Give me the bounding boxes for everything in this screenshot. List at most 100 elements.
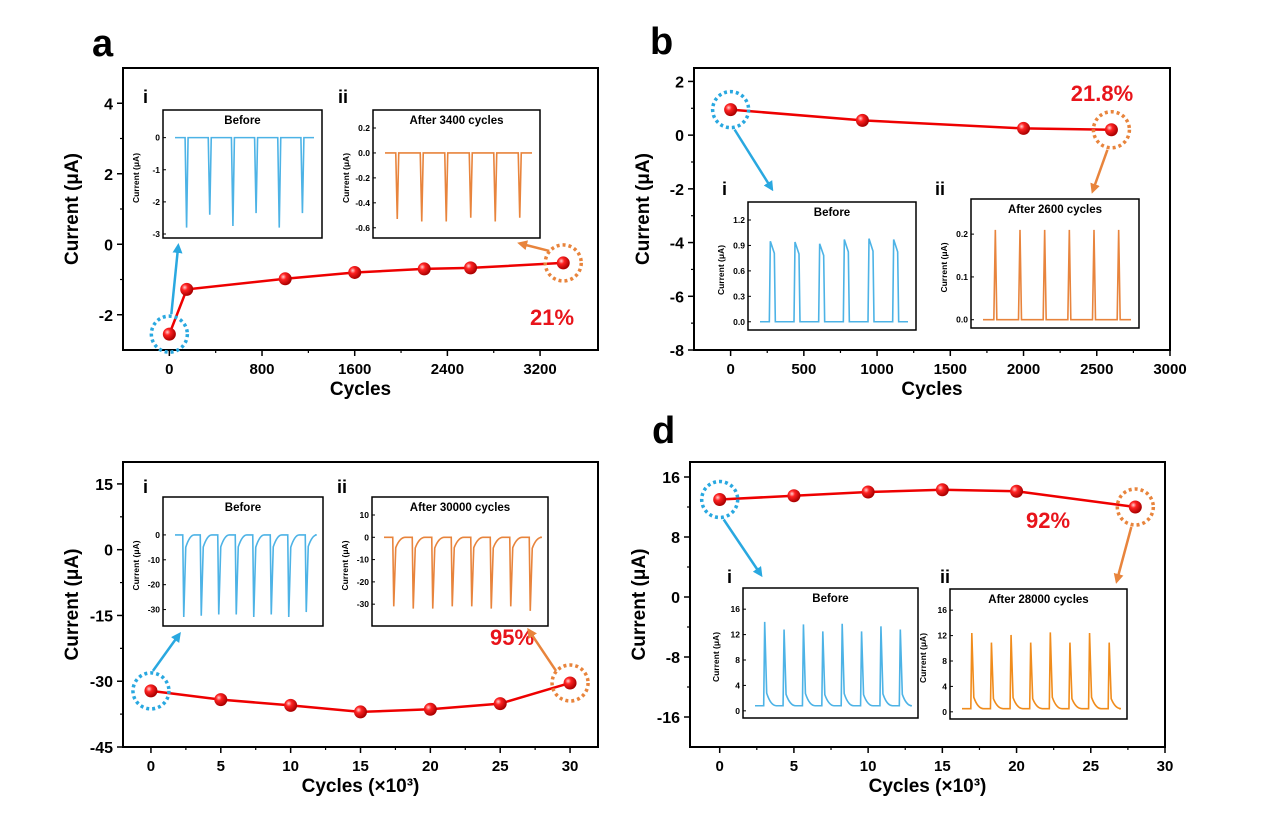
inset-title: Before <box>814 207 850 219</box>
end-highlight-circle <box>550 663 590 703</box>
y-tick-label: 0 <box>104 237 113 254</box>
start-highlight-circle <box>131 671 171 711</box>
y-tick-label: -4 <box>670 236 684 253</box>
inset-y-tick-label: 0.2 <box>358 123 370 133</box>
inset-y-tick-label: 16 <box>731 604 741 614</box>
x-tick-label: 1600 <box>338 361 371 378</box>
arrow-to-inset-ii <box>527 627 558 672</box>
panel-label: d <box>652 410 675 452</box>
inset-y-tick-label: -30 <box>357 599 370 609</box>
x-tick-label: 500 <box>791 361 816 378</box>
data-point <box>724 103 738 117</box>
x-tick-label: 20 <box>1008 758 1025 775</box>
data-point <box>423 702 437 716</box>
inset-y-tick-label: -30 <box>148 605 161 615</box>
data-point <box>348 265 362 279</box>
x-axis-title: Cycles (×10³) <box>869 776 987 797</box>
y-tick-label: 0 <box>675 128 684 145</box>
y-axis: -8 -6 -4 -2 0 2 <box>670 74 694 360</box>
inset-roman-label: i <box>722 179 727 199</box>
data-point <box>787 489 801 503</box>
y-axis: -45 -30 -15 0 15 <box>90 477 123 757</box>
x-tick-label: 15 <box>352 758 369 775</box>
arrow-to-inset-ii <box>517 240 550 253</box>
inset-y-tick-label: 10 <box>360 510 370 520</box>
end-highlight-circle <box>1115 487 1156 527</box>
inset-y-tick-label: 1.2 <box>733 215 745 225</box>
inset-y-tick-label: 0.6 <box>733 266 745 276</box>
x-tick-label: 2500 <box>1080 361 1113 378</box>
x-tick-label: 3000 <box>1153 361 1186 378</box>
data-point <box>935 483 949 497</box>
inset-y-tick-label: 0.1 <box>956 272 968 282</box>
y-tick-label: -45 <box>90 740 113 757</box>
retention-annotation: 21% <box>530 305 574 330</box>
x-axis-title: Cycles <box>330 379 391 400</box>
inset-y-axis-title: Current (μA) <box>716 245 726 295</box>
inset-y-axis-title: Current (μA) <box>918 633 928 683</box>
inset-y-tick-label: -3 <box>152 229 160 239</box>
data-point <box>354 705 367 719</box>
chart-panel-b: b 0 500 1000 1500 2000 2500 3000 -8 -6 -4 -2 0 2 Cycle… <box>633 21 1187 400</box>
inset-y-axis-title: Current (μA) <box>131 540 141 590</box>
inset-y-tick-label: 0.9 <box>733 240 745 250</box>
x-tick-label: 0 <box>165 361 173 378</box>
inset-y-axis-title: Current (μA) <box>131 153 141 203</box>
arrow-to-inset-i <box>151 631 181 672</box>
inset-ii: ii After 3400 cycles 0.2 0.0 -0.2 -0.4 -0.6 Cur… <box>338 87 541 239</box>
chart-panel-d: d 0 5 10 15 20 25 30 -16 -8 0 8 16 Cycles (×10³) Curre… <box>629 410 1173 797</box>
y-tick-label: 2 <box>104 167 113 184</box>
x-tick-label: 5 <box>217 758 225 775</box>
inset-y-tick-label: -0.2 <box>355 173 370 183</box>
x-tick-label: 0 <box>716 758 724 775</box>
arrow-to-inset-ii <box>1090 149 1109 194</box>
inset-y-tick-label: -10 <box>148 555 161 565</box>
inset-y-tick-label: 0 <box>155 133 160 143</box>
inset-roman-label: ii <box>338 87 348 107</box>
panel-label: b <box>650 21 673 63</box>
y-tick-label: 15 <box>95 477 113 494</box>
inset-y-tick-label: -2 <box>152 197 160 207</box>
x-tick-label: 10 <box>282 758 299 775</box>
inset-title: After 3400 cycles <box>410 115 504 127</box>
data-point <box>278 272 292 286</box>
inset-ii: ii After 30000 cycles 10 0 -10 -20 -30 Current … <box>337 477 549 627</box>
y-tick-label: -8 <box>666 650 680 667</box>
inset-y-tick-label: -20 <box>148 580 161 590</box>
inset-title: After 30000 cycles <box>410 502 510 514</box>
inset-y-axis-title: Current (μA) <box>711 632 721 682</box>
start-highlight-circle <box>710 89 751 130</box>
x-tick-label: 20 <box>422 758 439 775</box>
inset-y-tick-label: 0.3 <box>733 291 745 301</box>
retention-annotation: 21.8% <box>1071 81 1133 106</box>
inset-i: i Before 16 12 8 4 0 Current (μA) <box>711 567 919 719</box>
inset-y-tick-label: -0.6 <box>355 223 370 233</box>
inset-roman-label: i <box>143 87 148 107</box>
x-tick-label: 800 <box>250 361 275 378</box>
series-line <box>730 108 1112 132</box>
x-tick-label: 25 <box>1082 758 1099 775</box>
y-tick-label: -30 <box>90 674 113 691</box>
inset-y-axis-title: Current (μA) <box>939 242 949 292</box>
inset-y-tick-label: 12 <box>731 630 741 640</box>
inset-title: After 28000 cycles <box>988 594 1088 606</box>
y-tick-label: 4 <box>104 96 113 113</box>
data-point <box>284 698 298 712</box>
inset-roman-label: ii <box>935 179 945 199</box>
inset-frame <box>742 587 919 719</box>
x-tick-label: 2000 <box>1007 361 1040 378</box>
inset-y-tick-label: -10 <box>357 555 370 565</box>
data-point <box>180 282 194 296</box>
data-point <box>713 493 727 506</box>
inset-trace <box>755 621 913 707</box>
data-point <box>861 485 875 499</box>
y-tick-label: 2 <box>675 74 684 91</box>
x-tick-label: 0 <box>147 758 155 775</box>
data-point <box>563 676 577 690</box>
x-axis-title: Cycles <box>901 379 962 400</box>
y-axis: -16 -8 0 8 16 <box>657 470 690 727</box>
inset-y-tick-label: 16 <box>938 605 948 615</box>
inset-roman-label: ii <box>337 477 347 497</box>
inset-roman-label: i <box>727 567 732 587</box>
inset-y-tick-label: 0.0 <box>358 148 370 158</box>
